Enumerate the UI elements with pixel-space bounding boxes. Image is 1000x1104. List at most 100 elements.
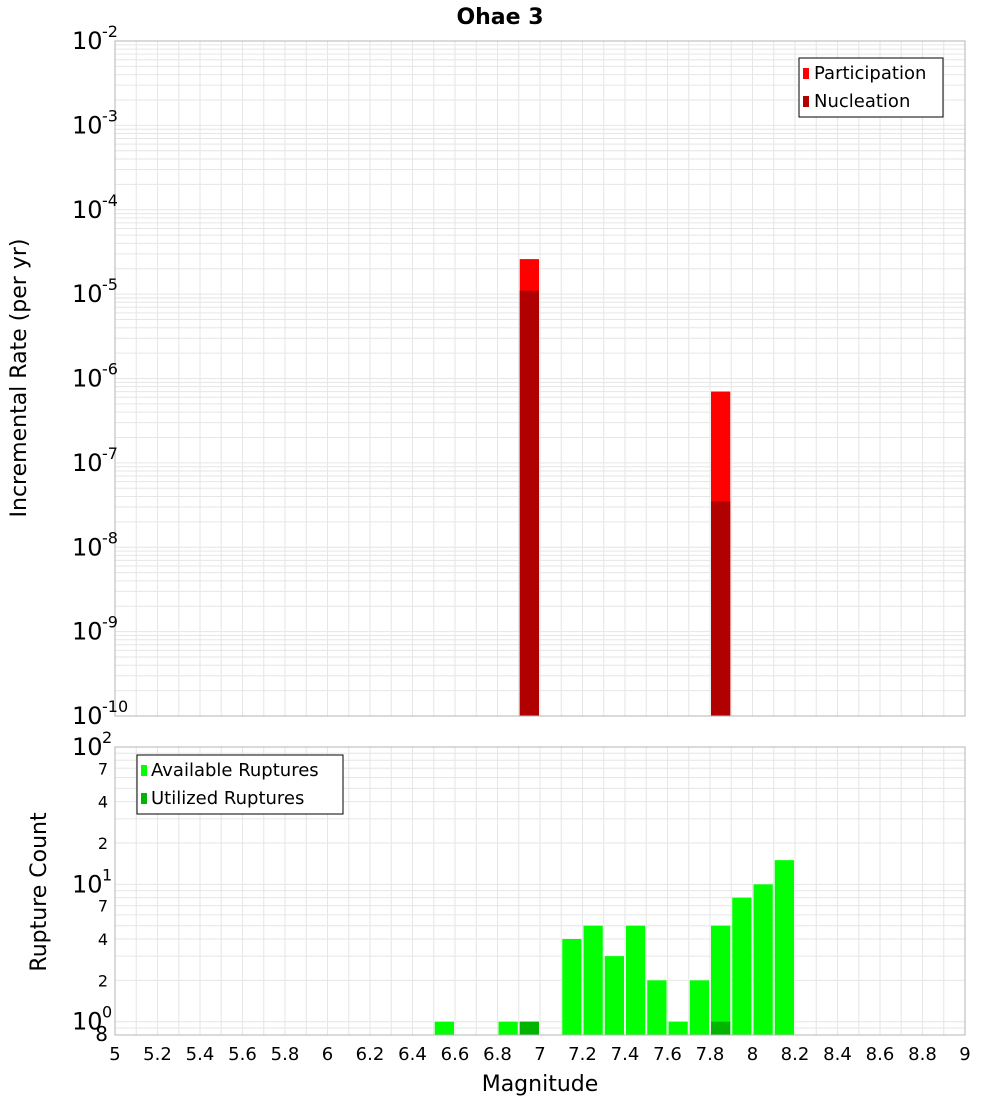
x-tick-label: 5.6 — [228, 1044, 257, 1065]
top-y-tick-base: 10 — [72, 280, 103, 308]
bottom-y-tick-exponent: 1 — [102, 865, 112, 884]
available-ruptures-legend-label: Available Ruptures — [151, 760, 319, 781]
available-ruptures-bar — [647, 980, 667, 1035]
nucleation-legend-swatch — [803, 96, 809, 107]
nucleation-bar — [711, 501, 731, 716]
top-y-tick-base: 10 — [72, 533, 103, 561]
bottom-y-tick-label: 10 0 — [72, 1003, 112, 1036]
available-ruptures-legend-swatch — [141, 765, 147, 776]
bottom-y-tick-label: 10 2 — [72, 728, 112, 761]
utilized-ruptures-bar — [519, 1021, 539, 1035]
x-tick-label: 7.2 — [568, 1044, 597, 1065]
top-y-tick-exponent: -10 — [102, 697, 128, 716]
x-tick-label: 9 — [959, 1044, 970, 1065]
top-y-tick-label: 10 -6 — [72, 360, 118, 393]
top-y-tick-base: 10 — [72, 111, 103, 139]
available-ruptures-bar — [711, 925, 731, 1035]
available-ruptures-bar — [562, 939, 582, 1035]
top-y-tick-exponent: -9 — [102, 613, 118, 632]
top-y-tick-base: 10 — [72, 196, 103, 224]
available-ruptures-bar — [498, 1021, 518, 1035]
top-y-tick-label: 10 -3 — [72, 106, 118, 139]
nucleation-legend-label: Nucleation — [814, 91, 910, 112]
bottom-y-tick-base: 10 — [72, 1008, 103, 1036]
top-y-tick-label: 10 -5 — [72, 275, 118, 308]
bottom-y-tick-label: 2 — [98, 834, 108, 853]
participation-legend-label: Participation — [814, 63, 926, 84]
available-ruptures-bar — [689, 980, 709, 1035]
top-y-tick-base: 10 — [72, 449, 103, 477]
bottom-y-tick-exponent: 0 — [102, 1003, 112, 1022]
bottom-y-tick-label: 7 — [98, 759, 108, 778]
x-axis-label: Magnitude — [482, 1072, 599, 1097]
utilized-ruptures-legend-swatch — [141, 793, 147, 804]
top-y-tick-base: 10 — [72, 618, 103, 646]
available-ruptures-bar — [774, 860, 794, 1035]
x-tick-label: 7.6 — [653, 1044, 682, 1065]
x-tick-label: 6.6 — [441, 1044, 470, 1065]
x-tick-label: 7.8 — [696, 1044, 725, 1065]
top-y-tick-exponent: -5 — [102, 275, 118, 294]
available-ruptures-bar — [626, 925, 646, 1035]
top-legend-box — [798, 57, 944, 118]
x-tick-label: 5 — [109, 1044, 120, 1065]
top-y-tick-exponent: -7 — [102, 444, 118, 463]
top-y-tick-label: 10 -2 — [72, 22, 118, 55]
participation-legend-swatch — [803, 68, 809, 79]
top-y-tick-label: 10 -7 — [72, 444, 118, 477]
top-y-tick-exponent: -3 — [102, 106, 118, 125]
available-ruptures-bar — [668, 1021, 688, 1035]
bottom-y-tick-base: 10 — [72, 870, 103, 898]
x-tick-label: 8.4 — [823, 1044, 852, 1065]
x-tick-label: 7.4 — [611, 1044, 640, 1065]
bottom-y-axis-label: Rupture Count — [27, 812, 52, 972]
x-tick-label: 8.6 — [866, 1044, 895, 1065]
x-tick-label: 6.4 — [398, 1044, 427, 1065]
bottom-y-tick-label: 8 — [95, 1022, 108, 1046]
top-y-tick-label: 10 -8 — [72, 528, 118, 561]
bottom-y-tick-label: 4 — [98, 793, 108, 812]
top-y-tick-exponent: -2 — [102, 22, 118, 41]
utilized-ruptures-legend-label: Utilized Ruptures — [151, 788, 304, 809]
x-tick-label: 8.8 — [908, 1044, 937, 1065]
bottom-legend-box — [136, 754, 344, 815]
top-plot-frame — [114, 40, 966, 717]
x-tick-label: 5.4 — [186, 1044, 215, 1065]
x-tick-label: 6 — [322, 1044, 333, 1065]
x-tick-label: 7 — [534, 1044, 545, 1065]
x-tick-label: 6.2 — [356, 1044, 385, 1065]
top-y-tick-base: 10 — [72, 702, 103, 730]
available-ruptures-bar — [583, 925, 603, 1035]
top-y-tick-exponent: -8 — [102, 528, 118, 547]
bottom-y-tick-label: 10 1 — [72, 865, 112, 898]
utilized-ruptures-bar — [711, 1021, 731, 1035]
bottom-y-tick-label: 2 — [98, 971, 108, 990]
top-y-axis-label: Incremental Rate (per yr) — [7, 239, 32, 518]
x-tick-label: 5.2 — [143, 1044, 172, 1065]
top-y-tick-base: 10 — [72, 365, 103, 393]
x-tick-label: 5.8 — [271, 1044, 300, 1065]
available-ruptures-bar — [434, 1021, 454, 1035]
available-ruptures-bar — [604, 956, 624, 1035]
bottom-y-tick-exponent: 2 — [102, 728, 112, 747]
x-tick-label: 8.2 — [781, 1044, 810, 1065]
bottom-legend: Available Ruptures Utilized Ruptures — [136, 754, 344, 815]
x-tick-label: 6.8 — [483, 1044, 512, 1065]
nucleation-bar — [519, 290, 539, 716]
bottom-y-tick-base: 10 — [72, 733, 103, 761]
top-y-tick-label: 10 -10 — [72, 697, 128, 730]
top-y-tick-exponent: -4 — [102, 191, 118, 210]
top-y-tick-exponent: -6 — [102, 360, 118, 379]
bottom-y-tick-label: 7 — [98, 897, 108, 916]
top-y-tick-base: 10 — [72, 27, 103, 55]
bottom-y-tick-label: 4 — [98, 930, 108, 949]
top-legend: Participation Nucleation — [798, 57, 944, 118]
bottom-plot-frame — [114, 746, 966, 1036]
grid-lines — [114, 41, 966, 1036]
top-y-tick-label: 10 -9 — [72, 613, 118, 646]
top-y-tick-label: 10 -4 — [72, 191, 118, 224]
chart-title: Ohae 3 — [456, 5, 543, 30]
x-tick-label: 8 — [747, 1044, 758, 1065]
